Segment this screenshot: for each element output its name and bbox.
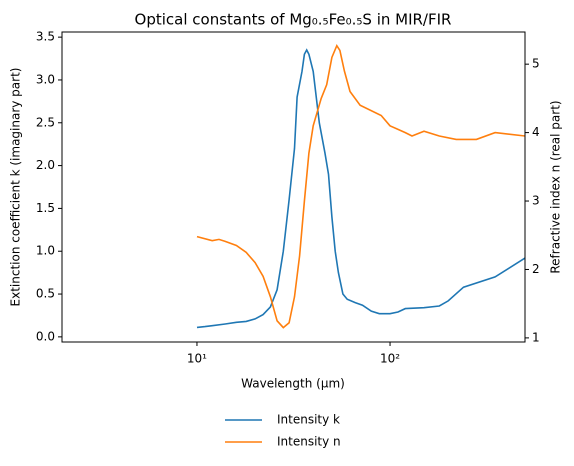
y-tick-label: 0.0 bbox=[36, 329, 55, 343]
chart-title: Optical constants of Mg₀.₅Fe₀.₅S in MIR/… bbox=[135, 11, 452, 29]
y-tick-label: 1.5 bbox=[36, 201, 55, 215]
plot-frame bbox=[61, 31, 526, 343]
y-tick-label: 0.5 bbox=[36, 287, 55, 301]
x-tick-label: 10² bbox=[380, 352, 400, 366]
y2-tick-label: 1 bbox=[532, 330, 540, 344]
y-tick-label: 2.5 bbox=[36, 115, 55, 129]
x-axis-label: Wavelength (μm) bbox=[241, 377, 345, 391]
legend-label: Intensity k bbox=[277, 413, 340, 427]
series-line bbox=[196, 43, 525, 329]
y2-tick-label: 5 bbox=[532, 57, 540, 71]
y2-tick-label: 2 bbox=[532, 262, 540, 276]
legend-label: Intensity n bbox=[277, 435, 341, 449]
y2-axis-label: Refractive index n (real part) bbox=[549, 100, 563, 273]
series-line bbox=[196, 48, 525, 329]
y-tick-label: 3.5 bbox=[36, 30, 55, 44]
y-axis-label: Extinction coefficient k (imaginary part… bbox=[9, 68, 23, 307]
y2-tick-label: 4 bbox=[532, 125, 540, 139]
x-tick-label: 10¹ bbox=[187, 352, 207, 366]
y-tick-label: 3.0 bbox=[36, 72, 55, 86]
y-tick-label: 1.0 bbox=[36, 244, 55, 258]
y2-tick-label: 3 bbox=[532, 194, 540, 208]
y-tick-label: 2.0 bbox=[36, 158, 55, 172]
